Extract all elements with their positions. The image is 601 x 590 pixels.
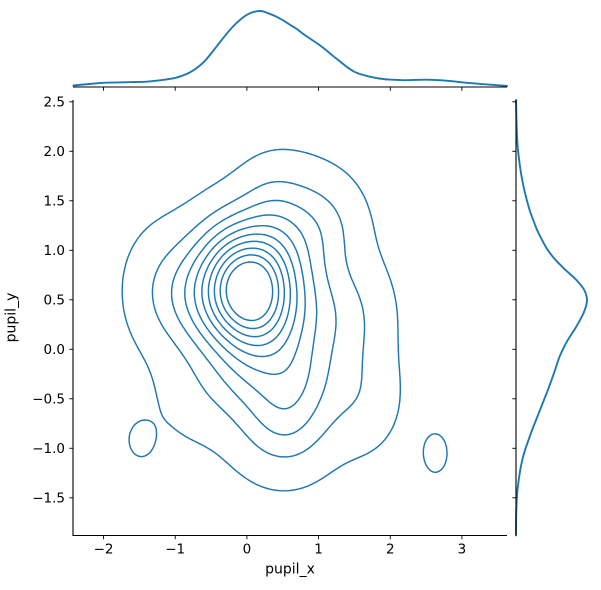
kde-contour-level-6 <box>207 240 292 347</box>
kde-contour-level-1 <box>151 180 366 458</box>
y-tick-label: −1.0 <box>32 441 65 457</box>
x-axis-ticks: −2 −1 0 1 2 3 <box>94 535 467 558</box>
top-marginal-kde-curve <box>72 9 509 87</box>
kde-contour-plot <box>121 148 448 492</box>
kde-contour-level-4 <box>193 224 306 376</box>
top-marginal-ticks <box>103 87 463 91</box>
kde-contour-level-0 <box>121 148 448 492</box>
x-tick-label: 2 <box>386 542 395 558</box>
main-axes-spines <box>72 100 507 537</box>
y-tick-label: 0.0 <box>44 342 65 358</box>
y-axis-label: pupil_y <box>4 293 20 343</box>
y-tick-label: −1.5 <box>32 490 65 506</box>
x-tick-label: −1 <box>165 542 185 558</box>
y-tick-label: 2.0 <box>44 144 65 160</box>
y-tick-label: 1.5 <box>44 193 65 209</box>
x-tick-label: 0 <box>243 542 252 558</box>
x-tick-label: 1 <box>314 542 323 558</box>
main-axes: −2 −1 0 1 2 3 2.52.01.51.00.50.0−0.5−1.0−1.5 … <box>4 94 507 578</box>
y-tick-label: 0.5 <box>44 292 65 308</box>
x-tick-label: −2 <box>94 542 114 558</box>
kde-contour-level-9 <box>225 261 274 322</box>
y-tick-label: 1.0 <box>44 243 65 259</box>
x-tick-label: 3 <box>458 542 467 558</box>
x-axis-label: pupil_x <box>265 562 315 578</box>
kde-contour-level-2 <box>170 199 337 436</box>
right-marginal-axes <box>512 99 588 537</box>
right-marginal-ticks <box>512 101 516 499</box>
kde-contour-level-3 <box>184 214 318 410</box>
right-marginal-kde-curve <box>515 99 588 537</box>
kde-contour-level-7 <box>213 247 286 338</box>
y-tick-label: 2.5 <box>44 94 65 110</box>
kde-contour-level-5 <box>201 233 298 358</box>
top-marginal-axes <box>72 9 509 91</box>
y-tick-label: −0.5 <box>32 391 65 407</box>
kde-contour-level-8 <box>219 254 280 330</box>
y-axis-ticks: 2.5 2.0 1.5 1.0 0.5 0.0 −0.5 −1.0 −1.5 <box>32 94 73 506</box>
